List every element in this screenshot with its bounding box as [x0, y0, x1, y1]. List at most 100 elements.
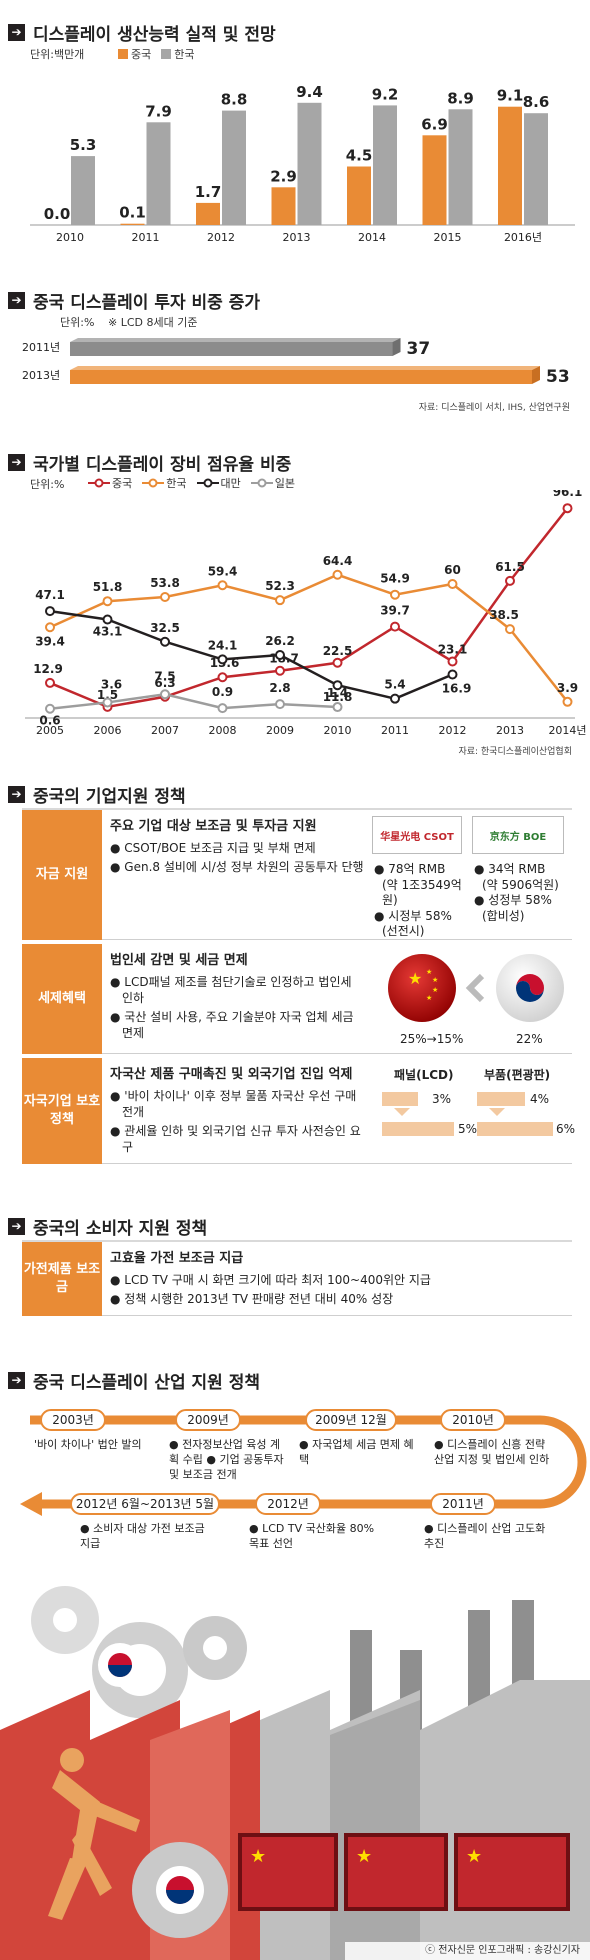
- bar-korea: [146, 122, 171, 225]
- bar-side: [392, 338, 401, 356]
- chart3-source: 자료: 한국디스플레이산업협회: [458, 747, 572, 757]
- bar-korea: [222, 110, 246, 225]
- data-label: 61.5: [495, 560, 525, 574]
- legend-label: 한국: [166, 477, 187, 490]
- data-point: [390, 693, 400, 704]
- section-title-industry-timeline: ➔ 중국 디스플레이 산업 지원 정책: [8, 1368, 260, 1393]
- data-label: 52.3: [265, 579, 295, 593]
- panel-tariff-before: 3%: [432, 1092, 452, 1106]
- data-label: 51.8: [93, 580, 123, 594]
- timeline-description: ● 디스플레이 산업 고도화 추진: [424, 1522, 546, 1550]
- data-label: 24.1: [208, 638, 238, 652]
- data-label: 8.6: [523, 93, 550, 111]
- data-label: 32.5: [150, 621, 180, 635]
- legend-swatch-korea: [161, 49, 172, 59]
- x-tick-label: 2010: [56, 231, 84, 244]
- appliance-item: ● LCD TV 구매 시 화면 크기에 따라 최저 100~400위안 지급: [110, 1272, 431, 1287]
- data-label: 0.0: [44, 205, 71, 223]
- legend-line-icon: [142, 478, 165, 488]
- svg-text:★: ★: [426, 968, 432, 976]
- data-label: 22.5: [323, 644, 353, 658]
- legend-label: 대만: [220, 477, 241, 490]
- bar-top: [70, 338, 401, 342]
- data-point: [160, 689, 170, 700]
- data-point: [390, 589, 400, 600]
- data-label: 1.5: [97, 688, 118, 702]
- gear-icon: [31, 1586, 99, 1654]
- funding-heading: 주요 기업 대상 보조금 및 투자금 지원: [110, 819, 317, 834]
- korea-tax-rate: 22%: [516, 1032, 543, 1046]
- investment-bar-chart: 2011년 37 2013년 53: [22, 338, 570, 387]
- csot-details: ● 78억 RMB (약 1조3549억원) ● 시정부 58% (선전시): [374, 862, 462, 939]
- arrow-icon: ➔: [8, 1372, 25, 1389]
- data-label: 2.8: [269, 681, 290, 695]
- data-label: 37: [407, 339, 431, 359]
- x-tick-label: 2013: [496, 724, 524, 737]
- protection-heading: 자국산 제품 구매촉진 및 외국기업 진입 억제: [110, 1067, 353, 1082]
- chart3-unit: 단위:%: [30, 478, 65, 491]
- section-title-investment: ➔ 중국 디스플레이 투자 비중 증가: [8, 288, 260, 313]
- data-label: 54.9: [380, 572, 410, 586]
- svg-text:★: ★: [432, 976, 438, 984]
- data-label: 11.8: [323, 690, 353, 704]
- polarizer-tariff-label: 부품(편광판): [484, 1068, 551, 1082]
- data-point: [275, 649, 285, 660]
- data-point: [332, 569, 343, 580]
- panel-tariff-label: 패널(LCD): [394, 1068, 454, 1082]
- timeline-description: ● 전자정보산업 육성 계획 수립 ● 기업 공동투자 및 보조금 전개: [169, 1438, 284, 1481]
- arrow-icon: ➔: [8, 24, 25, 41]
- bar-side: [532, 366, 540, 384]
- data-label: 0.9: [212, 685, 233, 699]
- data-label: 9.1: [497, 87, 524, 105]
- data-point: [505, 575, 515, 586]
- timeline-date: 2003년: [40, 1409, 106, 1431]
- data-point: [102, 596, 113, 607]
- equipment-line-chart: 2005 2006 2007 2008 2009 2010 2011 2012 2013 2014…: [25, 490, 587, 737]
- x-tick-label: 2008: [209, 724, 237, 737]
- chart2-source: 자료: 디스플레이 서치, IHS, 산업연구원: [418, 403, 570, 413]
- flag-circles: ★ ★ ★ ★ ★: [388, 954, 564, 1022]
- legend-line-icon: [196, 478, 219, 488]
- data-point: [275, 699, 285, 710]
- arrow-icon: ➔: [8, 454, 25, 471]
- data-label: 0.6: [39, 714, 60, 728]
- bar-china: [422, 135, 447, 225]
- svg-text:★: ★: [466, 1846, 482, 1867]
- data-label: 53.8: [150, 576, 180, 590]
- svg-text:★: ★: [408, 969, 422, 988]
- bar-china: [196, 202, 220, 225]
- tax-item: ● 국산 설비 사용, 주요 기술분야 자국 업체 세금 면제: [110, 1009, 354, 1041]
- polarizer-tariff-before: 4%: [530, 1092, 550, 1106]
- data-point: [217, 703, 228, 714]
- data-label: 12.9: [33, 662, 63, 676]
- data-label: 5.3: [70, 136, 97, 154]
- chart2-note: ※ LCD 8세대 기준: [108, 316, 198, 329]
- china-screen: [238, 1833, 338, 1911]
- data-label: 47.1: [35, 588, 65, 602]
- x-tick-label: 2012: [207, 231, 235, 244]
- timeline-date: 2012년: [255, 1493, 321, 1515]
- csot-logo: 华星光电 CSOT: [372, 816, 462, 854]
- data-point: [275, 665, 285, 676]
- chart1-unit: 단위:백만개: [30, 48, 85, 61]
- row-label-protection: 자국기업 보호정책: [22, 1058, 102, 1164]
- bar-korea: [524, 113, 548, 225]
- svg-text:★: ★: [356, 1846, 372, 1867]
- data-label: 9.2: [372, 85, 399, 103]
- timeline-date: 2012년 6월~2013년 5월: [70, 1493, 220, 1515]
- svg-text:★: ★: [426, 994, 432, 1002]
- data-point: [160, 636, 170, 647]
- timeline: 2003년 '바이 차이나' 법안 발의 2009년 ● 전자정보산업 육성 계획 수…: [0, 1398, 590, 1568]
- data-point: [447, 669, 458, 680]
- panel-tariff-after: 5%: [458, 1122, 478, 1136]
- row-body-protection: 자국산 제품 구매촉진 및 외국기업 진입 억제 ● '바이 차이나' 이후 정…: [110, 1066, 365, 1158]
- x-tick-label: 2015: [434, 231, 462, 244]
- x-tick-label: 2014년: [548, 724, 586, 737]
- data-point: [160, 592, 170, 603]
- tax-heading: 법인세 감면 및 세금 면제: [110, 953, 248, 968]
- data-label: 16.9: [442, 682, 472, 696]
- data-point: [505, 624, 515, 635]
- data-label: 8.8: [221, 91, 248, 109]
- data-point: [332, 702, 343, 713]
- x-tick-label: 2010: [324, 724, 352, 737]
